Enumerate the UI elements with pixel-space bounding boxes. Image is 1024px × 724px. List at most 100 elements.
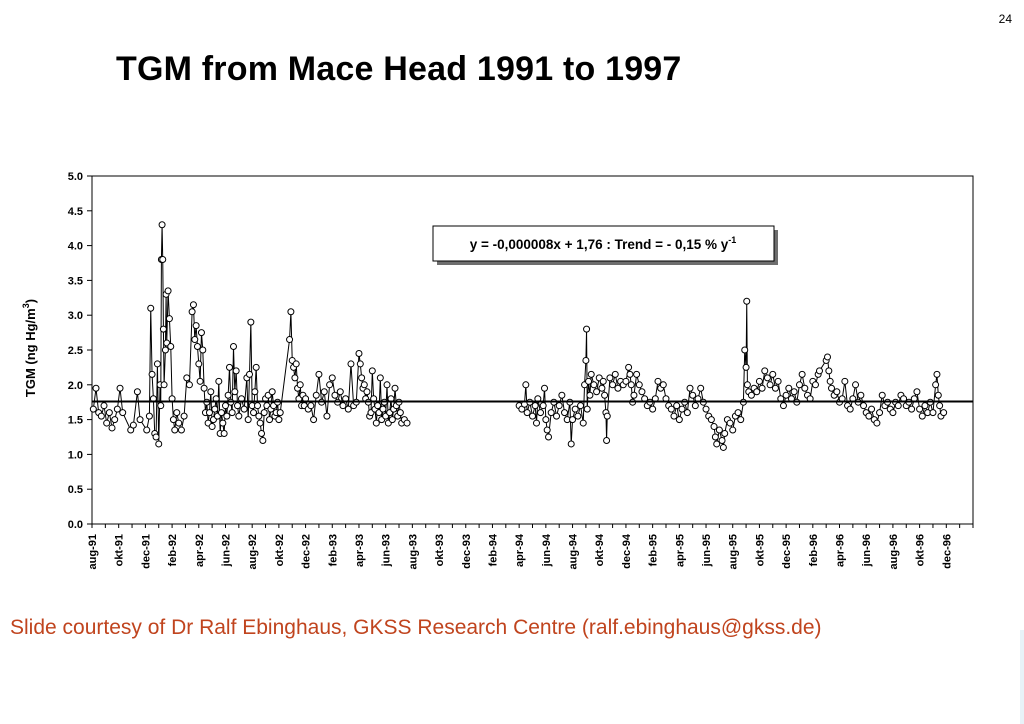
data-point	[543, 426, 551, 434]
data-point	[251, 388, 259, 396]
data-point	[326, 381, 334, 389]
data-point	[828, 384, 836, 392]
data-point	[921, 402, 929, 410]
data-point	[183, 374, 191, 382]
data-point	[136, 416, 144, 424]
data-point	[558, 391, 566, 399]
data-point	[599, 377, 607, 385]
data-point	[147, 304, 155, 312]
data-point	[603, 412, 611, 420]
data-point	[710, 423, 718, 431]
data-point	[363, 388, 371, 396]
data-point	[260, 409, 268, 417]
data-point	[940, 409, 948, 417]
data-point	[537, 409, 545, 417]
data-point	[177, 426, 185, 434]
tgm-chart: TGM (ng Hg/m3) 0.0 0.5 1.0 1.5 2.0 2.5 3.0 3.5 4…	[21, 171, 974, 569]
data-point	[388, 416, 396, 424]
data-point	[567, 440, 575, 448]
data-point	[865, 412, 873, 420]
y-tick-label: 2.5	[68, 345, 83, 357]
x-tick-label: jun-96	[861, 534, 873, 567]
data-point	[593, 388, 601, 396]
data-point	[233, 402, 241, 410]
data-point	[561, 409, 569, 417]
data-point	[244, 416, 252, 424]
data-point	[158, 221, 166, 229]
data-point	[553, 412, 561, 420]
data-point	[347, 360, 355, 368]
data-point	[659, 381, 667, 389]
data-point	[312, 391, 320, 399]
data-point	[585, 377, 593, 385]
data-point	[310, 416, 318, 424]
data-point	[529, 412, 536, 420]
data-point	[199, 346, 207, 354]
data-point	[721, 430, 729, 438]
y-tick-label: 1.5	[68, 415, 83, 427]
data-point	[286, 336, 294, 344]
data-point	[918, 412, 926, 420]
data-point	[339, 402, 347, 410]
y-tick-label: 2.0	[68, 380, 83, 392]
data-point	[224, 391, 232, 399]
x-tick-label: apr-93	[354, 534, 366, 567]
page-number: 24	[998, 12, 1012, 26]
data-point	[833, 388, 841, 396]
data-point	[916, 405, 924, 413]
data-point	[196, 377, 204, 385]
data-point	[116, 384, 124, 392]
data-point	[908, 405, 916, 413]
data-point	[153, 360, 161, 368]
data-point	[173, 409, 181, 417]
x-tick-label: feb-95	[648, 534, 660, 566]
data-point	[771, 384, 779, 392]
data-point	[782, 391, 790, 399]
data-point	[189, 301, 197, 309]
data-point	[539, 402, 547, 410]
data-point	[391, 384, 399, 392]
data-point	[191, 336, 199, 344]
x-tick-label: apr-94	[514, 533, 526, 567]
data-point	[228, 409, 236, 417]
data-point	[889, 409, 897, 417]
x-tick-label: dec-96	[941, 534, 953, 569]
data-point	[713, 440, 721, 448]
x-tick-label: okt-94	[594, 533, 606, 566]
data-point	[587, 370, 595, 378]
data-point	[328, 374, 336, 382]
data-point	[169, 416, 177, 424]
data-point	[287, 308, 295, 316]
data-point	[368, 367, 376, 375]
data-point	[307, 402, 315, 410]
data-point	[221, 402, 229, 410]
data-point	[197, 329, 205, 337]
data-point	[761, 367, 769, 375]
data-point	[547, 409, 555, 417]
data-point	[707, 416, 715, 424]
data-point	[633, 370, 641, 378]
footer-credit: Slide courtesy of Dr Ralf Ebinghaus, GKS…	[10, 616, 822, 639]
data-point	[246, 370, 254, 378]
data-point	[790, 388, 798, 396]
data-point	[205, 409, 213, 417]
data-point	[119, 409, 127, 417]
data-point	[522, 381, 530, 389]
data-point	[622, 377, 630, 385]
data-point	[157, 402, 165, 410]
data-point	[331, 391, 339, 399]
data-point	[811, 381, 819, 389]
data-point	[372, 419, 380, 427]
x-tick-label: apr-92	[194, 534, 206, 567]
data-point	[161, 346, 169, 354]
data-point	[755, 377, 763, 385]
data-point	[747, 391, 755, 399]
data-point	[100, 402, 108, 410]
data-point	[913, 388, 921, 396]
data-point	[718, 436, 726, 444]
x-tick-label: okt-91	[114, 534, 126, 566]
data-point	[742, 363, 750, 371]
data-point	[188, 308, 196, 316]
data-point	[670, 412, 678, 420]
data-point	[846, 405, 854, 413]
